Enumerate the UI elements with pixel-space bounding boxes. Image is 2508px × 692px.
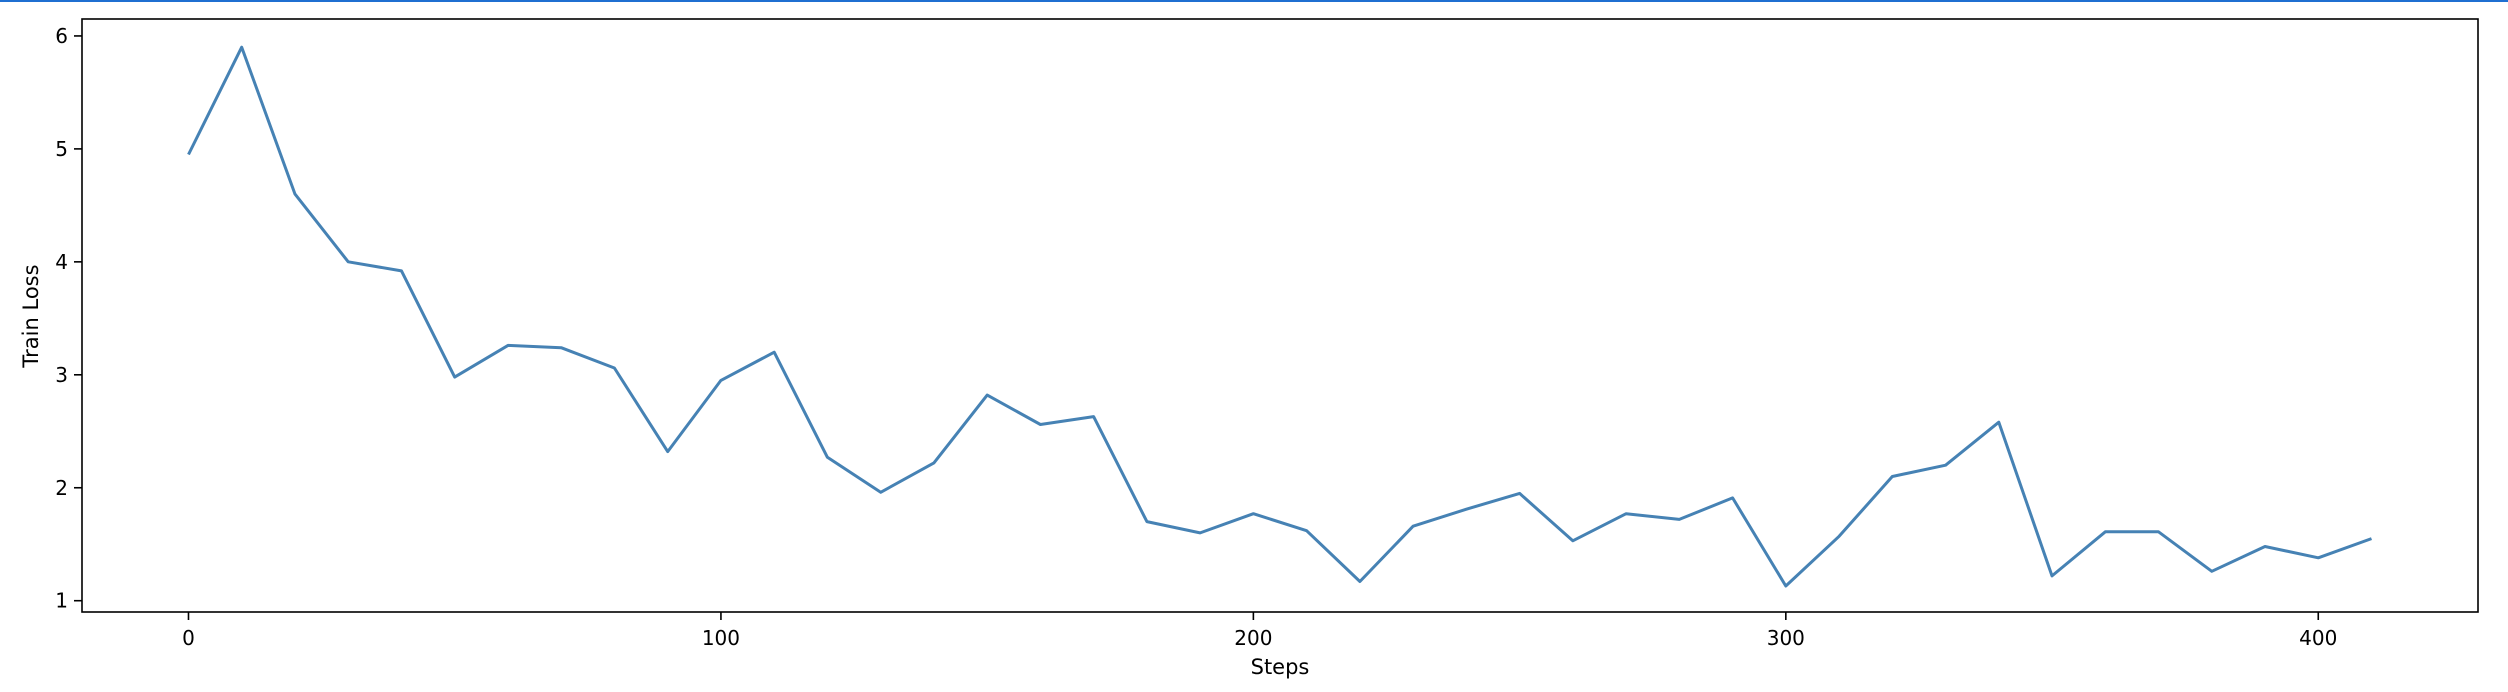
y-tick-label: 2 <box>55 476 68 500</box>
x-tick-label: 200 <box>1234 626 1272 650</box>
y-tick-label: 6 <box>55 24 68 48</box>
y-axis-ticks: 1 2 3 4 5 6 <box>55 24 82 613</box>
x-tick-label: 0 <box>182 626 195 650</box>
x-axis-label: Steps <box>1251 655 1310 679</box>
top-accent-bar <box>0 0 2508 2</box>
y-tick-label: 3 <box>55 363 68 387</box>
series-line <box>187 45 2373 588</box>
x-tick-label: 400 <box>2299 626 2337 650</box>
plot-frame <box>81 18 2479 613</box>
y-axis-label: Train Loss <box>19 264 43 368</box>
y-tick-label: 4 <box>55 250 68 274</box>
y-tick-label: 1 <box>55 589 68 613</box>
x-tick-label: 100 <box>702 626 740 650</box>
x-tick-label: 300 <box>1767 626 1805 650</box>
x-axis-ticks: 0 100 200 300 400 <box>182 612 2337 650</box>
y-tick-label: 5 <box>55 137 68 161</box>
